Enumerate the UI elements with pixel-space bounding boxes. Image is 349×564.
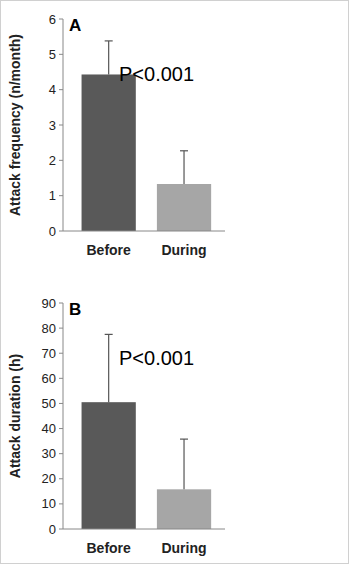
error-cap	[105, 40, 113, 41]
y-tick-label: 80	[42, 321, 56, 336]
x-tick-label: During	[161, 540, 206, 556]
y-tick-label: 10	[42, 496, 56, 511]
y-tick-label: 5	[49, 47, 56, 62]
y-tick-label: 30	[42, 446, 56, 461]
y-tick-label: 90	[42, 296, 56, 311]
y-axis	[63, 19, 64, 231]
error-cap	[180, 150, 188, 151]
panel: 0 10 20 30 40 50 60 70 80 90 Before During Attack du…	[7, 296, 225, 557]
y-tick	[59, 378, 63, 379]
y-tick-label: 1	[49, 188, 56, 203]
panel: 0 1 2 3 4 5 6 Before During Attack frequency (n/m…	[7, 12, 225, 259]
error-bar	[180, 439, 188, 489]
y-tick-label: 40	[42, 421, 56, 436]
y-tick	[59, 478, 63, 479]
frame	[1, 1, 349, 564]
figure-root: 0 1 2 3 4 5 6 Before During Attack frequency (n/m…	[0, 0, 349, 564]
error-cap	[105, 334, 113, 335]
x-tick-label: Before	[86, 242, 131, 258]
figure: 0 1 2 3 4 5 6 Before During Attack frequency (n/m…	[0, 0, 349, 564]
error-bar	[180, 151, 188, 184]
marks	[82, 41, 212, 231]
y-axis	[63, 303, 64, 529]
error-stem	[108, 41, 109, 75]
y-tick-label: 60	[42, 371, 56, 386]
bar	[157, 184, 211, 231]
y-tick	[59, 303, 63, 304]
y-tick	[59, 403, 63, 404]
y-axis-label: Attack frequency (n/month)	[7, 34, 23, 216]
y-tick	[59, 529, 63, 530]
y-tick-label: 0	[49, 224, 56, 239]
x-tick-label: During	[161, 242, 206, 258]
y-tick	[59, 353, 63, 354]
error-bar	[105, 334, 113, 402]
x-axis	[63, 231, 225, 232]
error-stem	[183, 151, 184, 184]
y-tick-label: 6	[49, 12, 56, 27]
y-tick-label: 70	[42, 346, 56, 361]
y-tick	[59, 54, 63, 55]
y-tick-label: 0	[49, 522, 56, 537]
y-tick-label: 20	[42, 471, 56, 486]
annotation: P<0.001	[119, 347, 194, 369]
bar	[82, 402, 136, 529]
y-tick-label: 50	[42, 396, 56, 411]
y-tick	[59, 453, 63, 454]
y-tick-label: 2	[49, 153, 56, 168]
y-tick-label: 3	[49, 118, 56, 133]
x-tick-label: Before	[86, 540, 131, 556]
marks	[82, 334, 212, 529]
bar	[82, 74, 136, 231]
y-axis-label: Attack duration (h)	[7, 354, 23, 478]
x-axis	[63, 529, 225, 530]
y-tick	[59, 125, 63, 126]
annotation: P<0.001	[119, 63, 194, 85]
y-tick	[59, 503, 63, 504]
bar	[157, 489, 211, 529]
error-stem	[108, 334, 109, 402]
panel-label: A	[69, 16, 81, 35]
error-stem	[183, 439, 184, 489]
y-tick	[59, 195, 63, 196]
error-cap	[180, 439, 188, 440]
error-bar	[105, 41, 113, 75]
y-tick	[59, 160, 63, 161]
y-tick	[59, 428, 63, 429]
y-tick-label: 4	[49, 82, 56, 97]
y-tick	[59, 19, 63, 20]
y-tick	[59, 231, 63, 232]
y-tick	[59, 89, 63, 90]
panel-label: B	[69, 300, 81, 319]
y-tick	[59, 328, 63, 329]
